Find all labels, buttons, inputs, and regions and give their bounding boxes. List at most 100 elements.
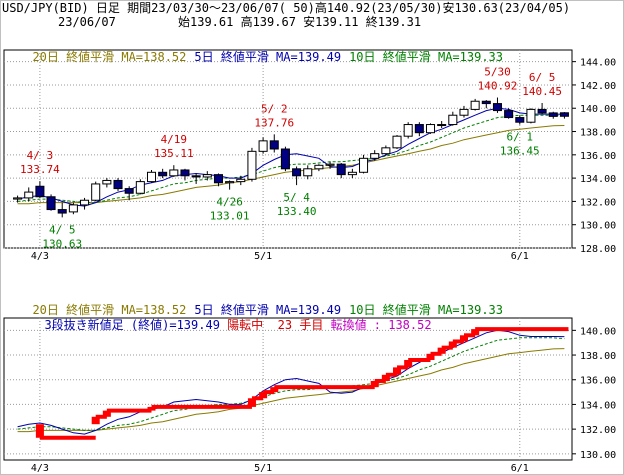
chart-header-title: USD/JPY(BID) 日足 期間23/03/30～23/06/07( 50)… (2, 1, 571, 15)
sanpon-label: 3段抜き新値足 (終値)=139.49 (44, 318, 220, 332)
annotation-value: 140.45 (522, 85, 562, 98)
annotation-date: 5/ 2 (261, 102, 288, 115)
candle-body (202, 174, 212, 178)
sanpon-brick-4/3 (35, 424, 44, 438)
top-ytick-label: 140.00 (580, 104, 616, 115)
annotation-value: 133.40 (277, 205, 317, 218)
candle-body (169, 169, 179, 177)
candle-5/25 (459, 105, 469, 118)
top-series-ma5-line (17, 107, 565, 207)
candle-body (292, 168, 302, 177)
legend-ma20-bottom: 20日 終値平滑 MA=138.52 (32, 303, 187, 317)
candle-body (146, 171, 157, 183)
annotation-date: 5/30 (484, 66, 511, 79)
bottom-ytick-label: 138.00 (580, 351, 616, 362)
legend-ma10-bottom: 10日 終値平滑 MA=139.33 (349, 303, 503, 317)
candle-5/22 (425, 123, 436, 134)
sanpon-brick-4/10 (91, 416, 100, 425)
top-ytick-label: 128.00 (580, 244, 616, 255)
candle-body (225, 181, 235, 184)
candle-6/7 (559, 112, 569, 119)
candle-5/4 (292, 166, 302, 186)
chart-header-ohlc: 始139.61 高139.67 安139.11 終139.31 (178, 15, 422, 29)
candle-5/1 (258, 137, 268, 154)
candle-body (437, 124, 447, 127)
sanpon-count: 23 手目 (277, 318, 324, 332)
candle-4/17 (146, 169, 157, 183)
candle-4/7 (80, 197, 90, 210)
candle-5/11 (347, 168, 357, 179)
candle-4/14 (135, 179, 145, 195)
candle-body (381, 147, 391, 155)
legend-ma5-bottom: 5日 終値平滑 MA=139.49 (194, 303, 342, 317)
legend-ma20: 20日 終値平滑 MA=138.52 (32, 50, 187, 64)
candle-body (325, 163, 335, 166)
legend-ma5: 5日 終値平滑 MA=139.49 (194, 50, 342, 64)
candle-5/2 (269, 134, 279, 153)
candle-body (236, 178, 246, 183)
candle-5/16 (381, 145, 391, 156)
annotation-date: 6/ 5 (529, 71, 556, 84)
candle-body (537, 108, 547, 114)
candle-body (392, 135, 402, 149)
legend-bottom: 20日 終値平滑 MA=138.52 5日 終値平滑 MA=139.49 10日 終… (18, 289, 511, 317)
candle-body (280, 148, 290, 170)
candle-6/2 (526, 108, 536, 124)
candle-body (548, 112, 558, 117)
top-plot-frame (3, 49, 573, 249)
candle-4/12 (113, 178, 123, 191)
top-xtick-label: 5/1 (254, 251, 272, 262)
candle-3/31 (24, 187, 34, 202)
top-xtick-label: 4/3 (31, 251, 49, 262)
candle-6/1 (515, 115, 525, 125)
candle-5/29 (481, 100, 491, 109)
candle-body (459, 108, 469, 116)
candle-body (470, 100, 480, 110)
annotation-date: 6/ 1 (507, 131, 534, 144)
bottom-xtick-label: 6/1 (511, 463, 529, 474)
candle-5/9 (325, 161, 335, 169)
bottom-ytick-label: 132.00 (580, 425, 616, 436)
candle-body (559, 112, 569, 117)
candle-body (191, 175, 201, 178)
sanpon-brick-5/18 (404, 359, 413, 368)
sanpon-brick-5/23 (437, 347, 446, 354)
annotation-value: 133.74 (20, 163, 60, 176)
sanpon-brick-5/25 (459, 335, 468, 342)
candle-4/20 (180, 168, 190, 181)
candle-body (24, 191, 34, 199)
candle-4/21 (191, 173, 201, 184)
top-xtick-label: 6/1 (511, 251, 529, 262)
chart-header-date: 23/06/07 (58, 15, 116, 29)
top-ytick-label: 142.00 (580, 81, 616, 92)
annotation-value: 133.01 (210, 210, 250, 223)
candle-4/25 (213, 173, 223, 187)
bottom-series-ma10-line (17, 337, 565, 431)
top-ytick-label: 144.00 (580, 58, 616, 69)
candle-body (336, 163, 346, 176)
candle-4/26 (225, 180, 235, 190)
bottom-series-ma20-line (17, 348, 565, 433)
sanpon-brick-5/17 (393, 367, 402, 375)
bottom-ytick-label: 140.00 (580, 326, 616, 337)
candle-body (57, 209, 67, 214)
candle-body (269, 140, 279, 150)
sanpon-brick-5/26 (471, 329, 480, 336)
top-ytick-label: 130.00 (580, 221, 616, 232)
candle-body (91, 183, 101, 201)
candle-5/31 (504, 108, 514, 119)
candle-5/26 (470, 98, 480, 111)
bottom-xtick-label: 4/3 (31, 463, 49, 474)
candle-4/28 (247, 147, 257, 182)
sanpon-brick-5/24 (448, 341, 457, 348)
sanpon-brick-5/15 (370, 380, 379, 388)
candle-5/3 (280, 146, 290, 172)
annotation-date: 4/ 5 (49, 223, 76, 236)
candle-body (213, 174, 223, 184)
candle-4/13 (124, 186, 134, 201)
candle-5/18 (403, 122, 413, 139)
sanpon-info: 3段抜き新値足 (終値)=139.49 陽転中 23 手目 転換値 : 138.… (30, 304, 431, 332)
candle-body (359, 157, 369, 173)
candle-5/30 (492, 97, 502, 113)
